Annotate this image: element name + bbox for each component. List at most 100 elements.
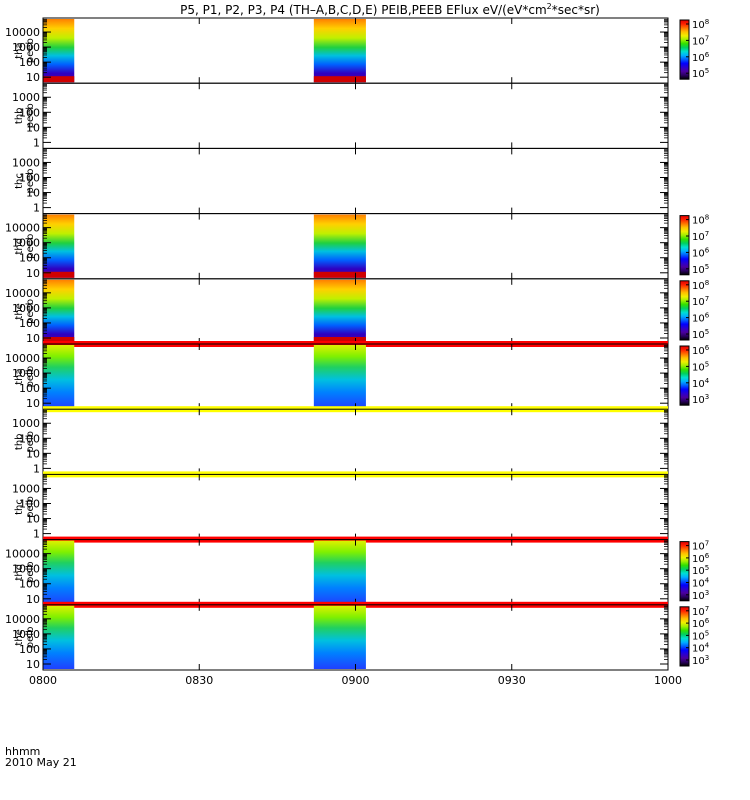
y-axis-label: thc [14,173,25,189]
colorbar-tick-label: 108 [692,279,709,292]
data-block-the-peib-0 [43,605,75,669]
y-tick-label: 10 [26,397,40,410]
y-axis-label-product: peeb [25,299,36,324]
x-tick-label: 0900 [342,674,370,687]
panel-frame [42,473,669,541]
panel-thc-peib: 1 10 100 1000 thc peib [12,473,669,543]
y-axis-label: the [14,629,25,645]
low-energy-band-0 [43,271,75,278]
y-tick-label: 1000 [12,41,40,54]
y-tick-label: 1 [33,462,40,475]
colorbar-tick-label: 103 [692,589,709,602]
colorbar-tick-label: 105 [692,328,709,341]
low-energy-band-1 [313,271,366,278]
data-block-tha-peeb-1 [313,19,366,83]
y-tick-label: 100 [19,432,40,445]
y-tick-label: 10 [26,593,40,606]
colorbar-tick-label: 103 [692,393,709,406]
y-tick-label: 10 [26,187,40,200]
y-tick-label: 100 [19,578,40,591]
date-label: 2010 May 21 [5,756,77,769]
y-tick-label: 10 [26,267,40,280]
y-tick-label: 1000 [12,156,40,169]
y-tick-label: 100 [19,497,40,510]
data-block-thd-peib-0 [43,540,75,604]
data-block-the-peib-1 [313,605,366,669]
colorbar-tick-label: 105 [692,564,709,577]
y-axis-label: tha [14,368,25,384]
y-tick-label: 10 [26,513,40,526]
y-tick-label: 1000 [12,482,40,495]
panel-frame [42,408,669,475]
colorbar [679,345,690,406]
colorbar-tick-label: 105 [692,67,709,80]
y-tick-label: 10 [26,447,40,460]
panel-the-peeb: 10 100 1000 10000 the peeb 105 106 107 108 [5,278,710,347]
y-tick-label: 100 [19,252,40,265]
colorbar-tick-label: 105 [692,360,709,373]
colorbar-tick-label: 107 [692,34,709,47]
colorbar-tick-label: 104 [692,377,710,390]
colorbar-tick-label: 104 [692,577,710,590]
y-tick-label: 1000 [12,628,40,641]
y-tick-label: 10000 [5,26,40,39]
y-axis-label-product: peib [25,496,36,518]
panel-frame [42,82,669,149]
low-energy-band-0 [43,76,75,83]
colorbar-tick-label: 105 [692,263,709,276]
panel-tha-peeb: 10 100 1000 10000 tha peeb 105 106 107 108 [5,17,710,84]
y-tick-label: 10 [26,71,40,84]
y-axis-label: thd [14,238,25,255]
y-tick-label: 10 [26,332,40,345]
colorbar [679,215,690,276]
colorbar-tick-label: 106 [692,246,710,259]
data-block-thd-peeb-0 [43,214,75,278]
y-tick-label: 100 [19,171,40,184]
y-tick-label: 1 [33,136,40,149]
colorbar-tick-label: 108 [692,214,709,227]
y-axis-label-product: peib [25,366,36,388]
y-axis-label: thc [14,499,25,515]
y-tick-label: 100 [19,382,40,395]
data-block-tha-peib-0 [43,345,75,409]
chart-title: P5, P1, P2, P3, P4 (TH–A,B,C,D,E) PEIB,P… [180,2,600,17]
data-block-tha-peeb-0 [43,19,75,83]
data-block-the-peeb-0 [43,279,75,343]
low-energy-band-1 [313,337,366,343]
colorbar-tick-label: 107 [692,295,709,308]
chart-title-main: P5, P1, P2, P3, P4 (TH–A,B,C,D,E) PEIB,P… [180,3,547,17]
y-axis-label: thb [14,107,25,124]
y-axis-label: thb [14,433,25,450]
colorbar-tick-label: 106 [692,312,710,325]
y-tick-label: 10000 [5,287,40,300]
y-axis-label-product: peeb [25,234,36,259]
y-tick-label: 1000 [12,417,40,430]
panel-thc-peeb: 1 10 100 1000 thc peeb [12,147,669,215]
y-tick-label: 1000 [12,563,40,576]
y-tick-label: 1000 [12,367,40,380]
panel-thd-peeb: 10 100 1000 10000 thd peeb 105 106 107 108 [5,213,710,280]
x-axis-label: hhmm [5,745,40,758]
data-block-tha-peib-1 [313,345,366,409]
panel-thb-peeb: 1 10 100 1000 thb peeb [12,82,669,149]
colorbar-tick-label: 107 [692,540,709,553]
x-tick-label: 0930 [498,674,526,687]
data-block-thd-peib-1 [313,540,366,604]
y-tick-label: 100 [19,106,40,119]
colorbar-tick-label: 107 [692,605,709,618]
y-tick-label: 100 [19,317,40,330]
y-tick-label: 100 [19,643,40,656]
y-tick-label: 10 [26,121,40,134]
y-axis-label-product: peeb [25,103,36,128]
panel-thb-peib: 1 10 100 1000 thb peib [12,408,669,478]
y-tick-label: 100 [19,56,40,69]
y-tick-label: 1000 [12,302,40,315]
low-energy-band-0 [43,337,75,343]
colorbar-tick-label: 105 [692,629,709,642]
colorbar-tick-label: 108 [692,18,709,31]
y-tick-label: 1 [33,528,40,541]
